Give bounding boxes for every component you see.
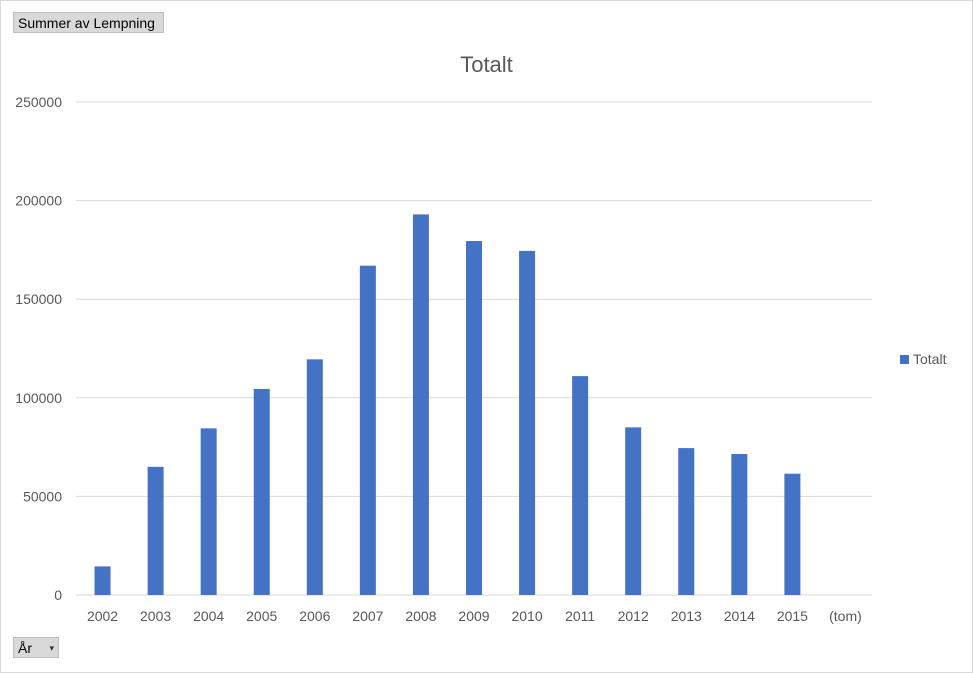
x-tick-label: 2014: [724, 608, 755, 624]
bar-2015: [784, 473, 801, 595]
y-axis-ticks: 0 50000 100000 150000 200000 250000: [15, 94, 62, 603]
y-tick-label: 250000: [15, 94, 62, 110]
axis-field-button[interactable]: År ▾: [13, 637, 59, 658]
bar-2009: [466, 241, 482, 595]
x-axis-ticks: 2002 2003 2004 2005 2006 2007 2008 2009 2010 2011…: [87, 608, 862, 624]
legend-swatch: [900, 354, 909, 364]
x-tick-label: 2011: [565, 608, 595, 624]
bar-2008: [412, 214, 429, 596]
x-tick-label: 2009: [458, 608, 489, 624]
bar-2014: [731, 454, 748, 595]
x-tick-label: 2008: [405, 608, 436, 624]
bar-2012: [625, 427, 642, 595]
y-tick-label: 100000: [15, 390, 62, 406]
axis-field-label: År: [18, 640, 32, 656]
bar-2005: [253, 388, 270, 595]
chart-title: Totalt: [460, 52, 513, 77]
bar-2006: [306, 359, 323, 595]
dropdown-arrow-icon: ▾: [49, 643, 54, 653]
values-field-label: Summer av Lempning: [18, 15, 155, 31]
y-tick-label: 200000: [15, 193, 62, 209]
legend-label: Totalt: [913, 351, 947, 367]
bar-2004: [200, 428, 217, 595]
x-tick-label: 2004: [193, 608, 224, 624]
x-tick-label: 2010: [511, 608, 542, 624]
bar-2007: [359, 265, 376, 595]
x-tick-label: 2007: [352, 608, 383, 624]
values-field-button[interactable]: Summer av Lempning: [13, 12, 164, 33]
x-tick-label: 2012: [618, 608, 649, 624]
x-tick-label: 2013: [671, 608, 702, 624]
x-tick-label: 2003: [140, 608, 171, 624]
bar-2010: [519, 250, 536, 596]
bars: [94, 214, 801, 596]
legend: Totalt: [900, 351, 946, 367]
y-tick-label: 50000: [23, 488, 62, 504]
x-tick-label: (tom): [829, 608, 862, 624]
x-tick-label: 2005: [246, 608, 277, 624]
x-tick-label: 2006: [299, 608, 330, 624]
x-tick-label: 2002: [87, 608, 118, 624]
bar-2002: [94, 566, 111, 595]
bar-2011: [572, 376, 589, 595]
bar-2003: [147, 466, 164, 595]
bar-2013: [678, 448, 695, 595]
x-tick-label: 2015: [777, 608, 808, 624]
y-tick-label: 0: [54, 587, 62, 603]
y-tick-label: 150000: [15, 291, 62, 307]
